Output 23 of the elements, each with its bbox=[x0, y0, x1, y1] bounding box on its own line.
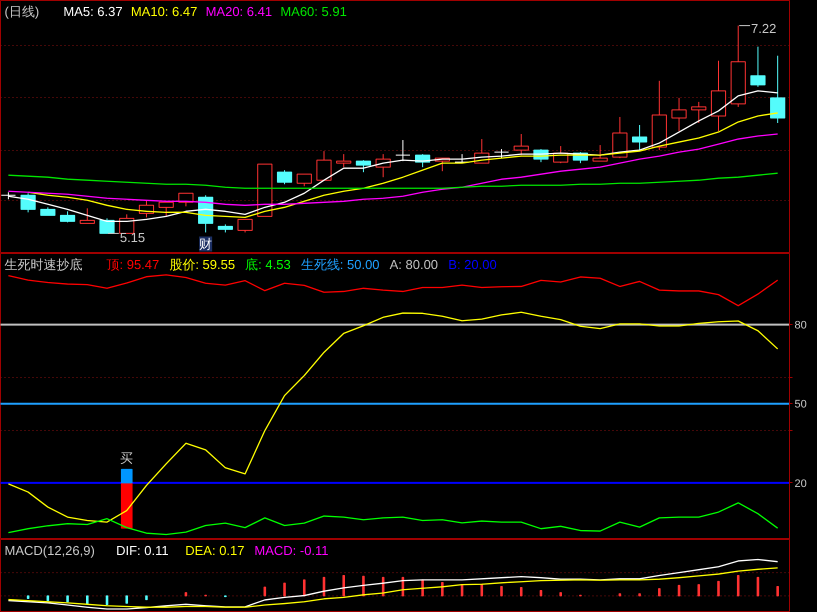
text: DEA: 0.17 bbox=[185, 543, 245, 558]
text: 财 bbox=[199, 236, 212, 252]
y-tick-label: 50 bbox=[794, 398, 807, 411]
ref-line-label: B: 20.00 bbox=[448, 257, 497, 272]
y-tick-label: 20 bbox=[794, 478, 807, 490]
chart-title: MACD(12,26,9) bbox=[4, 543, 95, 558]
chart-title: 生死时速抄底 bbox=[4, 257, 82, 272]
series-label: 顶: 95.47 bbox=[106, 257, 160, 272]
ref-line-label: A: 80.00 bbox=[390, 257, 438, 272]
text: 5.15 bbox=[120, 230, 146, 245]
text: 底: 4.53 bbox=[245, 257, 291, 272]
data-label: 买 bbox=[120, 450, 134, 466]
series-label: MACD: -0.11 bbox=[254, 543, 329, 558]
ref-line-label: 生死线: 50.00 bbox=[300, 257, 380, 272]
text: DIF: 0.11 bbox=[116, 543, 169, 558]
y-tick-label: 80 bbox=[794, 320, 807, 332]
text: MA60: 5.91 bbox=[280, 4, 347, 19]
text: MA20: 6.41 bbox=[206, 4, 272, 19]
text: 股价: 59.55 bbox=[169, 257, 236, 272]
text: 7.22 bbox=[751, 21, 776, 36]
chart-title: (日线) bbox=[4, 4, 40, 19]
text: MA10: 6.47 bbox=[130, 4, 198, 19]
text: MA5: 6.37 bbox=[63, 4, 123, 19]
